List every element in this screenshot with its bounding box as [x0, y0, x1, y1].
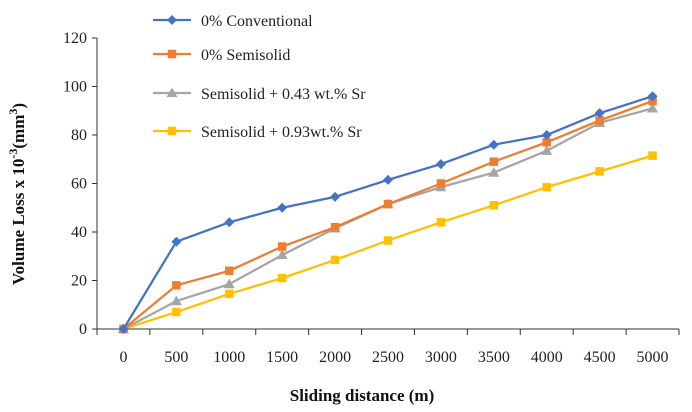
- y-tick-label: 40: [71, 224, 87, 241]
- x-tick-label: 500: [164, 349, 188, 366]
- legend: 0% Conventional 0% Semisolid Semisolid + 0…: [153, 13, 366, 141]
- x-tick-label: 1500: [266, 349, 298, 366]
- data-point: [647, 102, 659, 113]
- x-tick-label: 2000: [319, 349, 351, 366]
- data-point: [277, 242, 287, 251]
- legend-item: 0% Conventional: [153, 13, 313, 30]
- x-tick-label: 2500: [372, 349, 404, 366]
- data-point: [224, 217, 235, 228]
- series-group: [117, 102, 659, 334]
- axes: 0 20 40 60 80 100 120 0 500 1000 1500 2000 2500 3000 3…: [63, 30, 680, 366]
- legend-item: 0% Semisolid: [153, 47, 290, 64]
- y-tick-label: 80: [71, 127, 87, 144]
- x-tick-label: 3000: [425, 349, 457, 366]
- data-point: [648, 151, 657, 160]
- data-point: [171, 236, 182, 247]
- series-line: [122, 107, 653, 330]
- legend-swatch-marker: [167, 49, 177, 59]
- series-group: [119, 96, 657, 334]
- data-point: [118, 324, 129, 334]
- legend-swatch-marker: [167, 15, 177, 25]
- data-point: [594, 108, 605, 119]
- data-point: [541, 145, 553, 155]
- legend-label: 0% Semisolid: [201, 47, 290, 64]
- y-tick-label: 100: [63, 79, 87, 96]
- data-point: [436, 179, 446, 188]
- data-point: [435, 159, 446, 170]
- legend-swatch-marker: [167, 126, 177, 136]
- x-tick-label: 4000: [531, 349, 563, 366]
- data-point: [647, 91, 658, 102]
- data-point: [489, 201, 499, 210]
- y-tick-label: 20: [71, 273, 87, 290]
- data-point: [172, 281, 181, 290]
- data-point: [223, 278, 235, 289]
- y-axis-title-exp1: -3: [6, 149, 20, 159]
- data-point: [488, 139, 499, 150]
- y-axis-title-unit: (mm: [9, 115, 28, 149]
- data-point: [383, 236, 393, 245]
- y-axis-title: Volume Loss x 10-3(mm3): [6, 103, 28, 285]
- data-point: [488, 167, 500, 177]
- data-point: [595, 116, 604, 125]
- data-point: [225, 289, 234, 299]
- y-axis-title-main: Volume Loss x 10: [9, 159, 28, 285]
- x-axis-title: Sliding distance (m): [290, 386, 435, 405]
- y-tick-label: 0: [79, 321, 87, 338]
- y-tick-label: 60: [71, 176, 87, 193]
- data-point: [542, 182, 551, 192]
- data-point: [277, 202, 288, 213]
- legend-label: Semisolid + 0.93wt.% Sr: [201, 124, 362, 141]
- data-point: [225, 266, 234, 276]
- data-point: [541, 130, 552, 140]
- legend-swatch-marker: [166, 87, 178, 98]
- legend-label: 0% Conventional: [201, 13, 313, 30]
- data-point: [595, 167, 604, 176]
- data-point: [172, 307, 181, 317]
- y-axis-title-close: ): [9, 103, 28, 109]
- data-point: [330, 191, 341, 202]
- legend-item: Semisolid + 0.93wt.% Sr: [153, 124, 362, 141]
- data-point: [436, 218, 446, 227]
- series-lines: [117, 91, 659, 334]
- data-point: [383, 199, 393, 209]
- y-axis-title-exp2: 3: [6, 109, 20, 115]
- x-tick-label: 1000: [213, 349, 245, 366]
- x-tick-label: 5000: [637, 349, 669, 366]
- data-point: [330, 222, 340, 232]
- data-point: [383, 174, 393, 185]
- data-point: [542, 138, 551, 147]
- data-point: [330, 255, 340, 265]
- x-tick-label: 3500: [478, 349, 510, 366]
- data-point: [277, 273, 287, 283]
- series-group: [118, 91, 658, 334]
- x-tick-label: 0: [119, 349, 127, 366]
- data-point: [276, 249, 288, 260]
- legend-item: Semisolid + 0.43 wt.% Sr: [153, 86, 366, 103]
- legend-label: Semisolid + 0.43 wt.% Sr: [201, 86, 366, 103]
- data-point: [489, 157, 499, 166]
- y-tick-label: 120: [63, 30, 87, 47]
- series-group: [119, 151, 657, 334]
- x-tick-label: 4500: [584, 349, 616, 366]
- data-point: [170, 295, 182, 306]
